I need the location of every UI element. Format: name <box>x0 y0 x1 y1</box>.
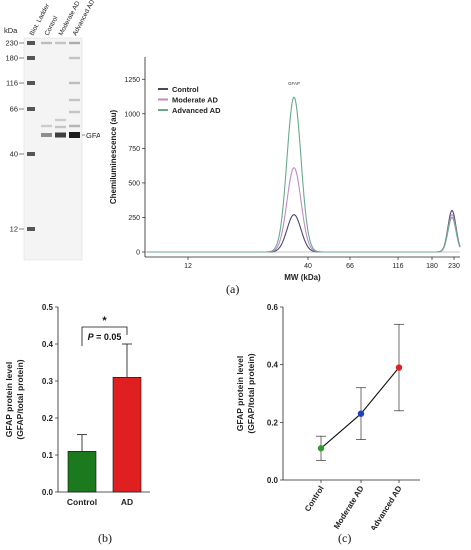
ladder-band <box>27 107 35 111</box>
x-tick-label: Advanced AD <box>369 484 404 530</box>
faint-band <box>41 125 52 127</box>
faint-band <box>41 42 52 44</box>
ladder-mark-label: 230 <box>5 39 18 48</box>
blot-unit: kDa <box>4 26 18 35</box>
y-tick-label: 0.3 <box>42 377 54 386</box>
y-axis-label-units: (GFAP/total protein) <box>15 359 25 439</box>
blot-background <box>24 38 82 260</box>
gfap-band-label: GFAP <box>86 131 100 140</box>
y-tick-label: 1000 <box>124 111 140 118</box>
faint-band <box>55 126 66 128</box>
y-axis-label-units: (GFAP/total protein) <box>246 353 256 433</box>
faint-band <box>69 82 80 84</box>
x-axis-label: MW (kDa) <box>284 273 321 282</box>
y-tick-label: 0.4 <box>267 361 279 370</box>
y-tick-label: 0.0 <box>267 476 279 485</box>
x-tick-label: 12 <box>184 263 192 270</box>
x-tick-label: 66 <box>346 263 354 270</box>
ladder-band <box>27 56 35 60</box>
x-tick-label: 180 <box>426 263 438 270</box>
bar <box>68 451 96 492</box>
ladder-mark-label: 116 <box>6 79 18 88</box>
ladder-mark-label: 180 <box>5 54 18 63</box>
gfap-band <box>55 133 66 138</box>
bar <box>113 377 141 492</box>
gfap-band <box>69 132 80 138</box>
y-tick-label: 0.5 <box>42 303 54 312</box>
y-tick-label: 0.4 <box>42 340 54 349</box>
y-axis-label: GFAP protein level <box>4 362 14 437</box>
faint-band <box>69 99 80 101</box>
panel-label-b: (b) <box>98 531 112 546</box>
x-tick-label: Moderate AD <box>332 484 366 530</box>
x-tick-label: 230 <box>448 263 460 270</box>
gfap-band <box>41 133 52 137</box>
y-axis-label: Chemiluminescence (au) <box>109 110 118 205</box>
legend-entry: Advanced AD <box>172 106 221 115</box>
x-tick-label: 116 <box>392 263 403 270</box>
faint-band <box>69 42 80 44</box>
legend-entry: Moderate AD <box>172 95 219 104</box>
faint-band <box>69 111 80 113</box>
chart-line-gfap: 0.0 0.2 0.4 0.6 GFAP protein level (GFAP/tota… <box>235 300 471 530</box>
y-tick-label: 0 <box>136 250 140 257</box>
series-line <box>321 368 399 449</box>
p-value-label: P = 0.05 <box>88 332 122 342</box>
ladder-mark-label: 40 <box>10 150 18 159</box>
ladder-mark-label: 12 <box>10 225 18 234</box>
peak-label: GFAP <box>288 81 300 86</box>
legend-entry: Control <box>172 85 199 94</box>
x-tick-label: Control <box>67 497 97 507</box>
faint-band <box>55 42 66 44</box>
y-tick-label: 0.1 <box>42 451 54 460</box>
y-tick-label: 1250 <box>124 77 140 84</box>
y-axis-label: GFAP protein level <box>235 356 245 431</box>
y-tick-label: 250 <box>128 215 140 222</box>
x-tick-label: 40 <box>304 263 312 270</box>
series-line <box>147 97 460 252</box>
ladder-mark-label: 66 <box>10 105 18 114</box>
panel-label-c: (c) <box>338 531 351 546</box>
data-point <box>318 445 324 451</box>
y-tick-label: 0.2 <box>42 414 54 423</box>
ladder-band <box>27 41 35 45</box>
faint-band <box>55 119 66 121</box>
faint-band <box>69 57 80 59</box>
ladder-band <box>27 152 35 156</box>
x-tick-label: AD <box>121 497 133 507</box>
y-tick-label: 0.0 <box>42 488 54 497</box>
ladder-band <box>27 227 35 231</box>
chart-bar-gfap: 0.0 0.1 0.2 0.3 0.4 0.5 GFAP protein level (GFA… <box>0 300 235 530</box>
chart-electropherogram: 0 250 500 750 1000 1250 12 40 66 116 180 230 MW (kDa… <box>100 0 471 285</box>
y-tick-label: 0.6 <box>267 303 279 312</box>
significance-star: * <box>102 315 107 327</box>
y-tick-label: 0.2 <box>267 418 279 427</box>
series-line <box>147 168 460 252</box>
x-tick-label: Control <box>303 484 326 513</box>
ladder-band <box>27 81 35 85</box>
data-point <box>358 410 364 416</box>
y-tick-label: 500 <box>128 180 140 187</box>
panel-label-a: (a) <box>226 282 239 297</box>
y-tick-label: 750 <box>128 146 140 153</box>
data-point <box>396 364 402 370</box>
faint-band <box>69 125 80 127</box>
